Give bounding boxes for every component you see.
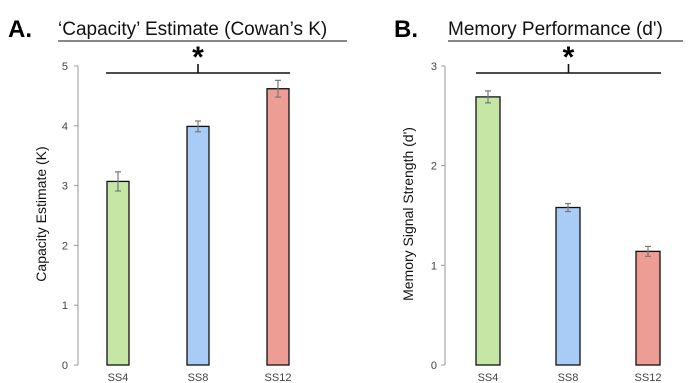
panel-b-letter: B. [394,16,418,43]
panel-b-xtick-label: SS12 [635,372,662,383]
panel-b-significance-star: * [563,41,575,74]
panel-a-ytick-label: 4 [62,121,68,133]
panel-a-significance-star: * [192,41,204,74]
panel-b-ylabel: Memory Signal Strength (d') [400,127,416,301]
panel-b-ytick-label: 2 [431,161,437,173]
panel-b-plot: 0 1 2 3 SS4 SS8 SS12 * [431,41,662,383]
panel-a-bar-ss12 [266,88,290,366]
panel-b-xtick-label: SS8 [558,372,579,383]
panel-b-bar-ss4 [475,96,501,366]
panel-a-ytick-label: 3 [62,181,68,193]
panel-a-bar-ss4 [106,180,130,366]
panel-a-plot: 0 1 2 3 4 5 SS4 SS8 SS12 * [62,41,292,383]
panel-b-title: Memory Performance (d') [448,19,663,40]
panel-a-ytick-label: 2 [62,240,68,252]
panel-a-ytick-label: 1 [62,300,68,312]
panel-b: B. Memory Performance (d') Memory Signal… [394,16,683,383]
panel-b-ytick-label: 3 [431,61,437,73]
panel-b-xtick-label: SS4 [478,372,499,383]
panel-b-bar-ss8 [555,206,581,366]
panel-a-bar-ss8 [186,125,210,366]
panel-a-letter: A. [8,16,32,43]
panel-b-bar-ss12 [635,250,661,366]
panel-a-title: ‘Capacity’ Estimate (Cowan’s K) [58,19,327,40]
panel-a-xtick-label: SS4 [108,372,129,383]
panel-a-ytick-label: 5 [62,61,68,73]
panel-a-xtick-label: SS12 [265,372,292,383]
panel-a-ylabel: Capacity Estimate (K) [33,146,49,281]
panel-a: A. ‘Capacity’ Estimate (Cowan’s K) Capac… [8,16,347,383]
panel-b-ytick-label: 0 [431,360,437,372]
panel-b-ytick-label: 1 [431,260,437,272]
panel-a-xtick-label: SS8 [188,372,209,383]
panel-a-ytick-label: 0 [62,360,68,372]
